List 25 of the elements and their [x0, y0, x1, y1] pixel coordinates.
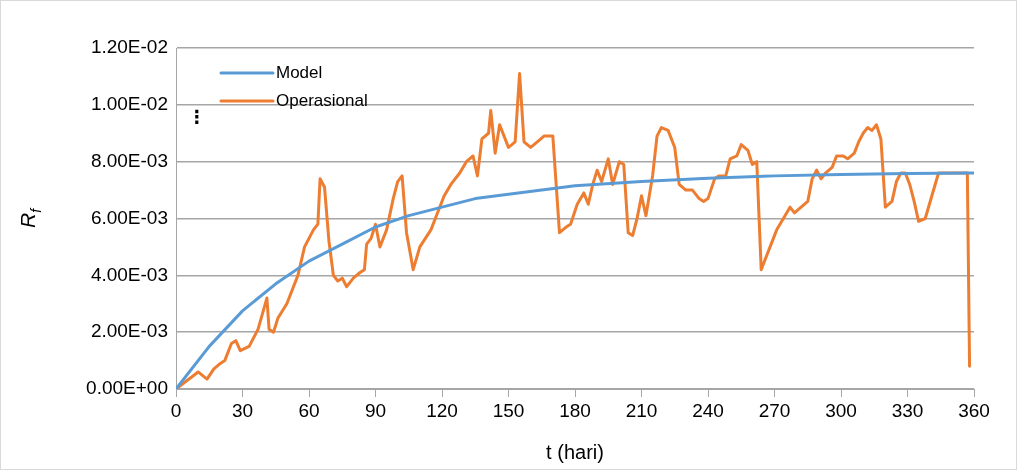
y-tick-label: 8.00E-03: [90, 149, 168, 171]
x-tick-label: 150: [492, 399, 525, 421]
annotation: ⋮: [188, 106, 206, 127]
x-tick-label: 120: [426, 399, 458, 421]
x-tick-label: 330: [891, 399, 924, 421]
y-tick-label: 6.00E-03: [90, 206, 168, 228]
x-tick-label: 0: [170, 399, 182, 421]
y-tick-label: 1.00E-02: [90, 93, 168, 115]
x-tick-label: 90: [364, 399, 387, 421]
x-tick-label: 240: [692, 399, 724, 421]
y-tick-label: 0.00E+00: [86, 377, 168, 399]
x-axis-title: t (hari): [546, 440, 604, 463]
x-tick-label: 360: [958, 399, 990, 421]
legend-label: Operasional: [276, 90, 368, 110]
legend-label: Model: [276, 62, 323, 82]
x-tick-label: 60: [298, 399, 320, 421]
y-tick-label: 1.20E-02: [90, 36, 168, 58]
y-tick-label: 2.00E-03: [90, 320, 168, 342]
x-tick-label: 30: [231, 399, 254, 421]
y-tick-label: 4.00E-03: [90, 263, 168, 285]
x-tick-label: 300: [825, 399, 857, 421]
x-tick-label: 210: [625, 399, 658, 421]
x-tick-label: 180: [559, 399, 591, 421]
x-tick-label: 270: [758, 399, 791, 421]
y-axis-title: Rf: [16, 206, 44, 229]
